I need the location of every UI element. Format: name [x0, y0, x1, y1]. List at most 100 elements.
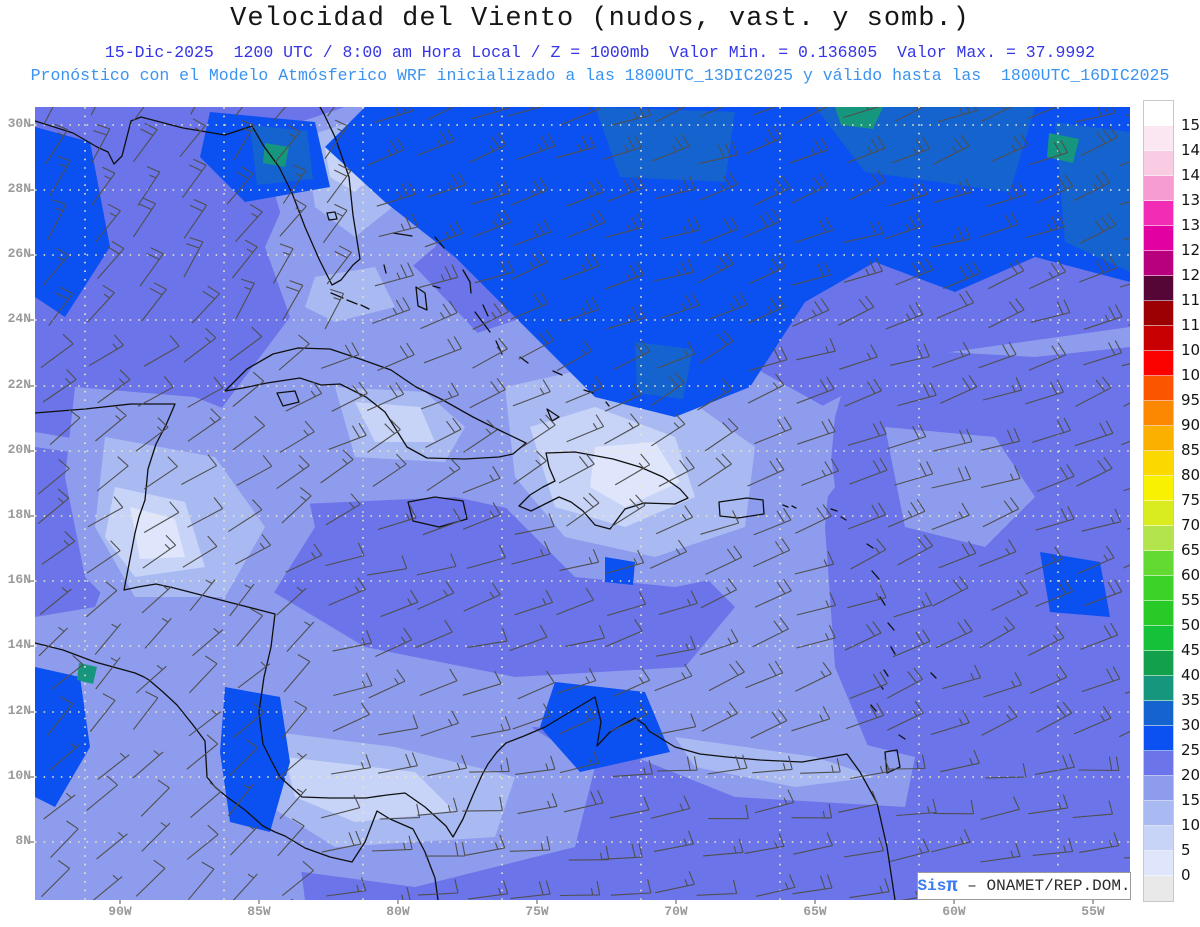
wind-barb: [282, 164, 307, 204]
lon-tick: [119, 900, 121, 904]
wind-barb: [1028, 626, 1065, 656]
wind-barb: [991, 581, 1029, 611]
lon-tick: [397, 900, 399, 904]
colorbar-band: [1144, 301, 1173, 326]
wind-barb: [933, 179, 973, 204]
wind-barb: [144, 335, 180, 367]
colorbar-band: [1144, 226, 1173, 251]
colorbar-label-125: 125: [1181, 241, 1200, 259]
wind-barb: [1029, 139, 1068, 166]
wind-barb: [744, 126, 783, 155]
wind-barb: [228, 499, 263, 533]
wind-barb: [935, 619, 973, 649]
colorbar-label-35: 35: [1181, 691, 1200, 709]
wind-barb: [517, 670, 555, 700]
wind-barb: [226, 166, 254, 205]
wind-barb: [232, 702, 265, 739]
wind-barb: [794, 217, 834, 244]
lat-tick: [30, 124, 34, 126]
wind-barb: [885, 302, 924, 330]
wind-barb: [40, 333, 74, 369]
wind-barb: [96, 831, 128, 860]
wind-barb: [559, 548, 600, 571]
wind-barb: [186, 824, 219, 860]
wind-barb: [188, 709, 222, 737]
wind-barb: [467, 627, 508, 648]
subtitle-validtime: 15-Dic-2025 1200 UTC / 8:00 am Hora Loca…: [104, 43, 1096, 62]
lon-tick: [675, 900, 677, 904]
lat-tick: [30, 319, 34, 321]
wind-barb: [416, 128, 455, 156]
watermark-badge: Sis π – ONAMET/REP.DOM.: [917, 872, 1131, 900]
wind-barb: [326, 163, 352, 204]
colorbar-label-110: 110: [1181, 316, 1200, 334]
lon-label-80W: 80W: [386, 904, 410, 919]
wind-barb: [518, 328, 555, 360]
wind-barb: [655, 175, 696, 199]
wind-barb: [90, 166, 116, 206]
wind-barb: [97, 240, 125, 280]
wind-barb: [897, 534, 934, 566]
wind-barb: [794, 551, 835, 575]
colorbar-band: [1144, 776, 1173, 801]
colorbar-band: [1144, 101, 1173, 126]
wind-barb: [660, 216, 701, 240]
wind-barb: [232, 415, 266, 451]
wind-barb: [704, 418, 739, 452]
wind-barb: [988, 298, 1025, 329]
wind-barb: [940, 749, 980, 773]
wind-barb: [752, 755, 793, 774]
wind-barb: [656, 635, 696, 657]
wind-barb: [181, 454, 218, 485]
wind-barb: [1081, 125, 1118, 156]
shading-level-25: [605, 557, 635, 585]
wind-barb: [980, 465, 1021, 489]
wind-barb: [47, 199, 67, 240]
wind-barb: [190, 107, 196, 115]
wind-barb: [654, 259, 694, 282]
colorbar-label-45: 45: [1181, 641, 1200, 659]
wind-barb: [700, 172, 738, 201]
wind-barb: [699, 330, 734, 364]
shading-level-15: [885, 427, 1035, 547]
wind-barb: [748, 346, 788, 372]
wind-barb: [655, 107, 686, 122]
wind-barb: [97, 369, 131, 404]
wind-barb: [372, 835, 413, 852]
shading-level-25: [220, 687, 290, 832]
wind-barb: [427, 754, 468, 777]
wind-barb: [39, 587, 72, 615]
wind-barb: [611, 107, 652, 126]
wind-barb: [558, 452, 595, 484]
pi-icon: π: [946, 875, 958, 897]
wind-barb: [424, 842, 466, 857]
wind-barb: [473, 209, 512, 238]
wind-barb: [377, 342, 415, 372]
wind-barb: [327, 107, 335, 117]
colorbar-label-120: 120: [1181, 266, 1200, 284]
wind-barb: [467, 880, 509, 900]
wind-barb: [141, 822, 171, 852]
wind-barb: [610, 879, 652, 896]
wind-barb: [981, 107, 1013, 122]
lon-tick: [953, 900, 955, 904]
colorbar-band: [1144, 576, 1173, 601]
wind-barb: [49, 155, 71, 196]
wind-barb: [227, 784, 254, 817]
wind-barb: [795, 661, 832, 692]
wind-barb: [985, 763, 1027, 779]
colorbar-band: [1144, 176, 1173, 201]
lon-label-75W: 75W: [525, 904, 549, 919]
wind-barb: [236, 454, 273, 486]
wind-barb: [933, 428, 973, 452]
wind-barb: [324, 119, 349, 160]
wind-barb: [232, 873, 258, 900]
colorbar-band: [1144, 551, 1173, 576]
wind-barb: [416, 553, 457, 576]
wind-barb: [656, 713, 697, 735]
wind-barb: [930, 225, 971, 248]
wind-barb: [980, 211, 1019, 238]
wind-barb: [320, 794, 361, 819]
wind-barb: [187, 376, 224, 408]
wind-barb: [606, 175, 645, 203]
